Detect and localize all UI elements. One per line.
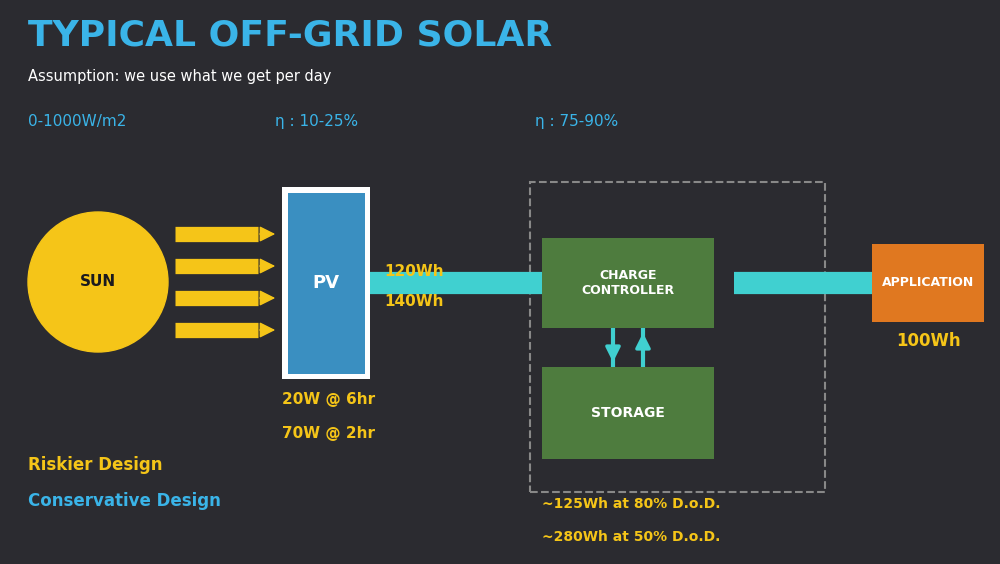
Text: 0-1000W/m2: 0-1000W/m2	[28, 114, 126, 129]
Text: Riskier Design: Riskier Design	[28, 456, 162, 474]
Text: 20W @ 6hr: 20W @ 6hr	[282, 392, 375, 407]
Text: η : 10-25%: η : 10-25%	[275, 114, 358, 129]
Text: ~280Wh at 50% D.o.D.: ~280Wh at 50% D.o.D.	[542, 530, 720, 544]
Text: Assumption: we use what we get per day: Assumption: we use what we get per day	[28, 69, 331, 84]
Text: PV: PV	[312, 274, 340, 292]
Text: 100Wh: 100Wh	[896, 332, 960, 350]
Text: 120Wh: 120Wh	[384, 265, 444, 280]
FancyBboxPatch shape	[288, 192, 364, 373]
Text: SUN: SUN	[80, 275, 116, 289]
Text: CHARGE
CONTROLLER: CHARGE CONTROLLER	[581, 269, 675, 297]
Text: ~125Wh at 80% D.o.D.: ~125Wh at 80% D.o.D.	[542, 497, 720, 511]
Text: 70W @ 2hr: 70W @ 2hr	[282, 426, 375, 441]
Text: η : 75-90%: η : 75-90%	[535, 114, 618, 129]
Text: 140Wh: 140Wh	[384, 294, 444, 310]
FancyBboxPatch shape	[282, 187, 370, 379]
Text: TYPICAL OFF-GRID SOLAR: TYPICAL OFF-GRID SOLAR	[28, 19, 552, 53]
Text: APPLICATION: APPLICATION	[882, 276, 974, 289]
Text: STORAGE: STORAGE	[591, 406, 665, 420]
Text: Conservative Design: Conservative Design	[28, 492, 221, 510]
Circle shape	[28, 212, 168, 352]
FancyBboxPatch shape	[542, 238, 714, 328]
FancyBboxPatch shape	[542, 367, 714, 459]
FancyBboxPatch shape	[872, 244, 984, 322]
